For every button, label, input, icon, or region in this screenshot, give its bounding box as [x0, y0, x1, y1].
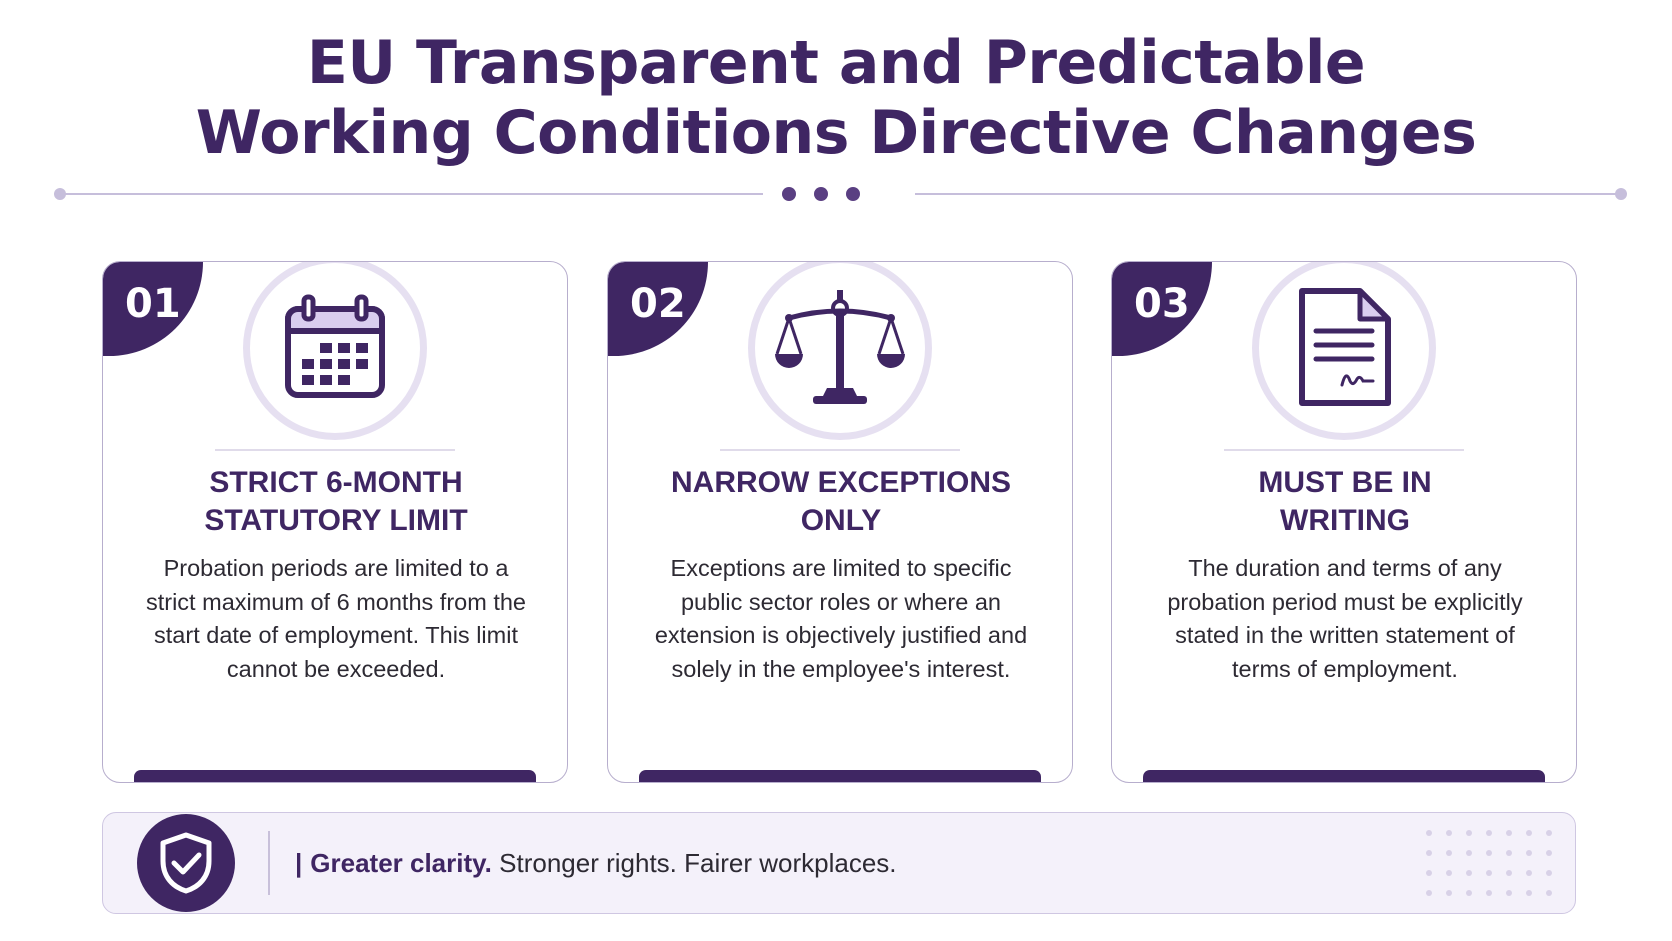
card-title-line-2: STATUTORY LIMIT	[204, 504, 468, 537]
divider-line-left	[60, 193, 763, 195]
card-bottom-bar	[1143, 770, 1545, 782]
card-narrow-exceptions: 02 NARROW EXCEPTIONS ONLY Exceptions are…	[607, 261, 1073, 783]
card-bottom-bar	[134, 770, 536, 782]
footer-tagline: | Greater clarity. Stronger rights. Faire…	[295, 847, 897, 879]
card-title-line-1: NARROW EXCEPTIONS	[670, 466, 1012, 499]
title-divider	[0, 180, 1672, 210]
card-description: Probation periods are limited to a stric…	[145, 555, 527, 682]
signed-document-icon	[1299, 288, 1391, 406]
card-icon-ring	[243, 262, 427, 440]
footer-banner: | Greater clarity. Stronger rights. Faire…	[102, 812, 1576, 914]
card-title-line-2: ONLY	[800, 504, 882, 537]
card-probation-limit: 01 STRICT 6-MONTH STATUTORY LIMIT Probat…	[102, 261, 568, 783]
card-title: MUST BE IN WRITING	[1132, 464, 1558, 540]
card-title-line-1: STRICT 6-MONTH	[209, 466, 463, 499]
scales-icon	[775, 290, 905, 404]
card-number-badge: 01	[103, 262, 203, 356]
divider-end-right	[1615, 188, 1627, 200]
card-bottom-bar	[639, 770, 1041, 782]
card-icon-ring	[1252, 262, 1436, 440]
card-title-line-2: WRITING	[1280, 504, 1410, 537]
divider-dot	[814, 187, 828, 201]
card-icon-ring	[748, 262, 932, 440]
card-separator	[1224, 449, 1464, 451]
decorative-dot-grid	[1426, 830, 1552, 896]
page-title-line-1: EU Transparent and Predictable	[306, 28, 1366, 98]
shield-check-icon	[160, 832, 212, 894]
card-number-badge: 03	[1112, 262, 1212, 356]
divider-line-right	[915, 193, 1621, 195]
card-title-line-1: MUST BE IN	[1258, 466, 1432, 499]
card-separator	[720, 449, 960, 451]
page-title: EU Transparent and Predictable Working C…	[0, 28, 1672, 168]
tagline-rest: Stronger rights. Fairer workplaces.	[499, 848, 897, 878]
footer-separator	[268, 831, 270, 895]
card-description: The duration and terms of any probation …	[1167, 555, 1523, 682]
page-title-line-2: Working Conditions Directive Changes	[195, 98, 1477, 168]
divider-dot	[846, 187, 860, 201]
card-description: Exceptions are limited to specific publi…	[654, 555, 1028, 682]
card-written-terms: 03 MUST BE IN WRITING The duration and t…	[1111, 261, 1577, 783]
calendar-icon	[285, 294, 385, 398]
tagline-bar: |	[295, 848, 303, 878]
card-title: STRICT 6-MONTH STATUTORY LIMIT	[123, 464, 549, 540]
shield-badge	[137, 814, 235, 912]
card-number-badge: 02	[608, 262, 708, 356]
tagline-bold: Greater clarity.	[310, 848, 492, 878]
card-separator	[215, 449, 455, 451]
divider-dot	[782, 187, 796, 201]
card-title: NARROW EXCEPTIONS ONLY	[628, 464, 1054, 540]
